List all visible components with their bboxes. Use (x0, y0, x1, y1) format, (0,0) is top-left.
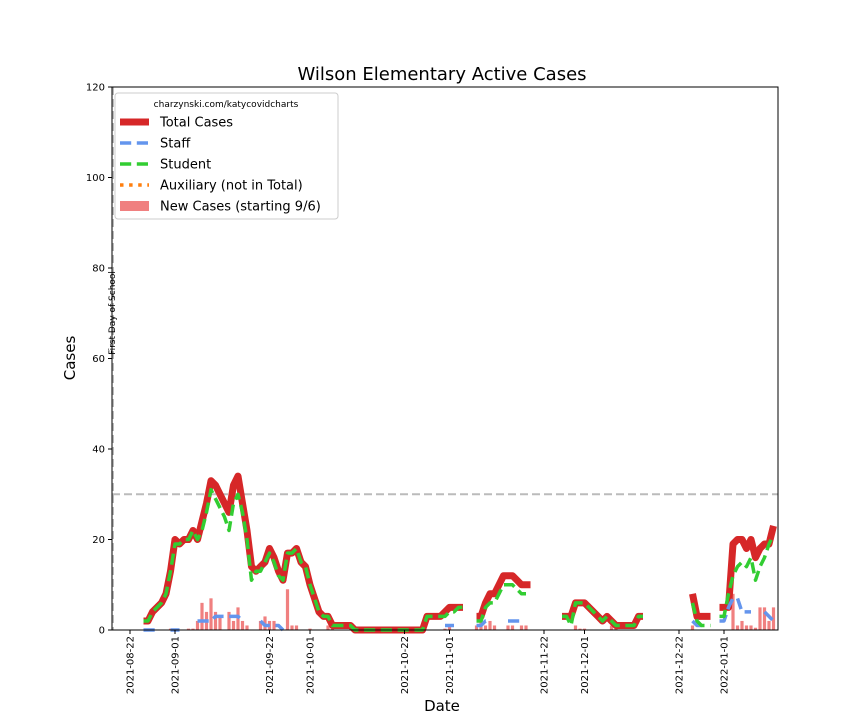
staff-line (197, 614, 244, 623)
total-cases-line (476, 572, 531, 620)
new-cases-bar (272, 620, 276, 630)
student-line (562, 601, 643, 628)
x-axis: 2021-08-22 2021-09-01 2021-09-22 2021-10-01… (126, 630, 731, 694)
x-tick-label: 2021-09-01 (171, 636, 182, 694)
legend-label: Staff (160, 137, 191, 152)
first-day-label: First Day of School (108, 271, 118, 355)
staff-line (476, 619, 490, 628)
y-tick-label: 120 (86, 83, 105, 94)
new-cases-bar (294, 625, 299, 630)
new-cases-bar (740, 620, 744, 630)
new-cases-bar (474, 625, 479, 630)
new-cases-bar (218, 616, 222, 630)
new-cases-bar (195, 620, 200, 630)
new-cases-bar (443, 628, 447, 630)
legend: charzynski.com/katycovidcharts Total Case… (114, 92, 339, 220)
new-cases-bar (483, 625, 488, 630)
new-cases-bar (227, 611, 231, 630)
student-line (143, 487, 463, 632)
new-cases-bar (231, 620, 236, 630)
new-cases-bar (510, 625, 515, 630)
new-cases-bar (735, 625, 740, 630)
y-tick-label: 80 (92, 264, 105, 275)
new-cases-bar (762, 607, 767, 630)
legend-label: Student (160, 158, 211, 173)
series-lines (143, 472, 777, 634)
staff-line (763, 610, 775, 623)
new-cases-bar (767, 620, 771, 630)
student-line (719, 534, 776, 619)
y-axis-label: Cases (61, 336, 79, 381)
new-cases-bar (488, 620, 492, 630)
y-axis: 0 20 40 60 80 100 120 (86, 83, 112, 637)
x-tick-label: 2021-09-22 (265, 636, 276, 694)
y-tick-label: 60 (92, 354, 105, 365)
x-tick-label: 2021-12-01 (580, 636, 591, 694)
legend-label: Total Cases (159, 116, 233, 131)
new-cases-bar (186, 628, 191, 630)
x-tick-label: 2021-11-22 (540, 636, 551, 694)
x-tick-label: 2021-10-22 (400, 636, 411, 694)
new-cases-bar (582, 628, 587, 630)
new-cases-bar (200, 602, 204, 630)
new-cases-bar (690, 625, 695, 630)
new-cases-bar (191, 628, 195, 630)
new-cases-bar (609, 625, 614, 630)
y-tick-label: 20 (92, 535, 105, 546)
new-cases-bar (492, 625, 497, 630)
new-cases-bar (506, 625, 510, 630)
legend-swatch (120, 201, 149, 211)
new-cases-bar (524, 625, 528, 630)
new-cases-bar (285, 589, 290, 630)
legend-box (114, 92, 339, 220)
staff-line (719, 596, 751, 623)
new-cases-bar (290, 625, 294, 630)
total-cases-line (143, 472, 463, 634)
x-tick-label: 2021-12-22 (675, 636, 686, 694)
new-cases-bar (753, 627, 758, 630)
legend-source: charzynski.com/katycovidcharts (154, 100, 299, 110)
staff-line (259, 619, 285, 632)
new-cases-bar (749, 625, 753, 630)
new-cases-bar (308, 628, 312, 630)
x-tick-label: 2021-10-01 (306, 636, 317, 694)
y-tick-label: 40 (92, 445, 105, 456)
new-cases-bar (326, 625, 330, 630)
new-cases-bar (258, 620, 263, 630)
new-cases-bar (578, 628, 582, 630)
x-tick-label: 2021-08-22 (126, 636, 137, 694)
legend-label: New Cases (starting 9/6) (160, 200, 321, 215)
student-line (690, 602, 711, 628)
legend-label: Auxiliary (not in Total) (160, 179, 303, 194)
new-cases-bar (447, 625, 452, 630)
y-tick-label: 0 (99, 626, 105, 637)
new-cases-bar (240, 620, 245, 630)
new-cases-bar (573, 625, 578, 630)
x-axis-label: Date (424, 697, 460, 715)
new-cases-bar (758, 607, 762, 630)
new-cases-bar (213, 611, 218, 630)
new-cases-bar (209, 598, 213, 630)
new-cases-bar (519, 625, 524, 630)
new-cases-bar (330, 628, 335, 630)
new-cases-bar (245, 625, 249, 630)
x-tick-label: 2021-11-01 (445, 636, 456, 694)
y-tick-label: 100 (86, 173, 105, 184)
new-cases-bar (731, 593, 735, 630)
x-tick-label: 2022-01-01 (720, 636, 731, 694)
chart-title: Wilson Elementary Active Cases (297, 64, 586, 85)
new-cases-bar (744, 625, 749, 630)
